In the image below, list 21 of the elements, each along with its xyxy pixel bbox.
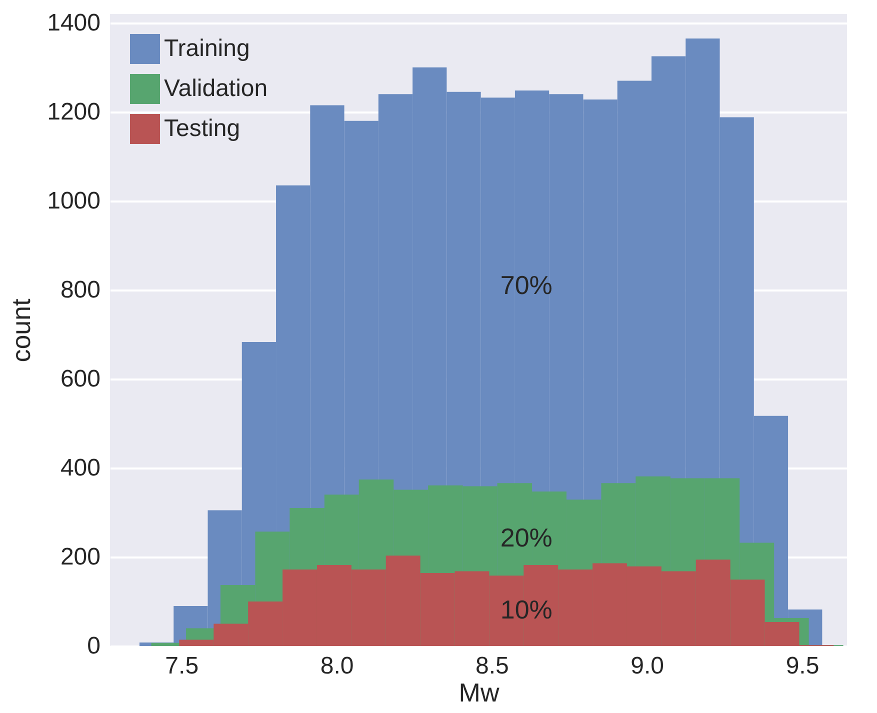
- annotation: 20%: [500, 522, 552, 553]
- x-tick-label: 9.5: [786, 652, 820, 680]
- legend-label: Testing: [164, 115, 240, 142]
- x-tick-label: 9.0: [630, 652, 664, 680]
- y-axis-title: count: [6, 298, 36, 362]
- y-tick-label: 600: [60, 365, 100, 392]
- annotation: 70%: [500, 270, 552, 300]
- y-tick-label: 200: [60, 543, 100, 570]
- annotation: 10%: [500, 594, 552, 625]
- legend-label: Training: [164, 35, 250, 62]
- y-tick-label: 1400: [47, 9, 100, 36]
- x-tick-label: 7.5: [165, 652, 199, 680]
- x-tick-label: 8.0: [320, 652, 354, 680]
- x-tick-label: 8.5: [476, 652, 509, 680]
- y-tick-label: 400: [60, 454, 100, 482]
- y-tick-label: 1000: [47, 187, 100, 214]
- legend-label: Validation: [164, 75, 268, 102]
- y-tick-label: 0: [87, 632, 100, 660]
- x-axis-title: Mw: [458, 678, 500, 708]
- y-tick-label: 1200: [47, 98, 100, 126]
- y-tick-label: 800: [60, 276, 100, 304]
